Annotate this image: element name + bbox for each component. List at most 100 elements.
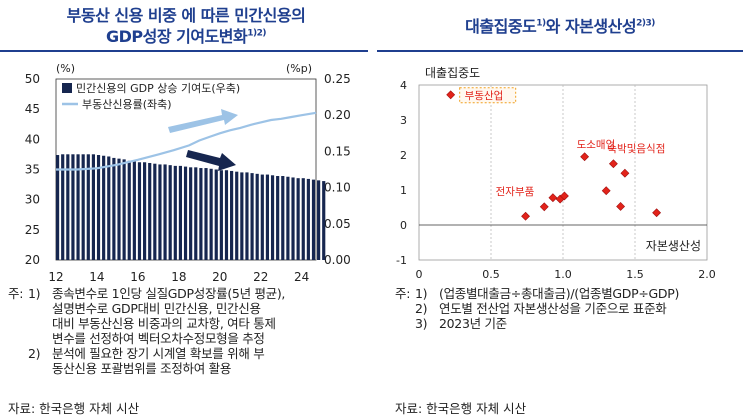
left-title-line1: 부동산 신용 비중 에 따른 민간신용의: [66, 6, 306, 25]
contribution-bar: [250, 173, 254, 260]
contribution-bar: [224, 170, 229, 260]
contribution-bar: [81, 154, 85, 260]
scatter-point: [560, 191, 569, 201]
y-axis-tick-label: 3: [400, 114, 407, 127]
note-line: 주: 1) (업종별대출금÷총대출금)/(업종별GDP÷GDP): [395, 286, 745, 301]
scatter-point-label: 도소매업: [577, 138, 616, 151]
note-text: 2023년 기준: [439, 316, 507, 331]
left-title-sup: 1)2): [247, 28, 267, 39]
scatter-point: [580, 152, 590, 162]
contribution-bar: [173, 165, 177, 260]
contribution-bar: [235, 171, 239, 260]
contribution-bar: [204, 168, 208, 260]
left-axis-tick-label: 25: [25, 223, 40, 237]
right-axis-tick-label: 0.00: [324, 253, 351, 267]
contribution-bar: [102, 155, 106, 260]
y-axis-tick-label: 0: [400, 219, 407, 232]
note-text: 변수를 선정하여 벡터오차수정모형을 추정: [52, 331, 265, 346]
right-title-text: 대출집중도: [465, 17, 537, 36]
x-axis-label: 자본생산성: [646, 239, 701, 253]
scatter-point: [608, 159, 618, 169]
contribution-bar: [306, 178, 310, 260]
contribution-bar: [178, 165, 183, 260]
legend-line-label: 부동산신용률(좌축): [82, 98, 172, 111]
right-title: 대출집중도1)와 자본생산성2)3): [375, 17, 745, 37]
scatter-point-label: 부동산업: [465, 89, 504, 102]
x-axis-tick-label: 22: [253, 270, 268, 284]
scatter-point: [620, 168, 630, 178]
left-axis-tick-label: 50: [25, 72, 40, 86]
right-panel: 대출집중도1)와 자본생산성2)3) -1 0 1 2 3 4 0 0.5 1.0 1.5 2.0 대…: [375, 0, 745, 420]
contribution-bar: [260, 174, 264, 260]
note-text: 연도별 전산업 자본생산성을 기준으로 표준화: [439, 301, 667, 316]
contribution-bar: [209, 168, 213, 260]
contribution-bar: [296, 178, 300, 260]
contribution-bar: [317, 180, 321, 260]
note-text: (업종별대출금÷총대출금)/(업종별GDP÷GDP): [439, 286, 680, 301]
left-title-text: GDP성장 기여도변화: [105, 27, 248, 46]
scatter-point: [601, 186, 611, 196]
contribution-bar: [148, 162, 152, 260]
y-axis-tick-label: 4: [400, 79, 407, 92]
contribution-bar: [265, 174, 270, 260]
contribution-bar: [153, 163, 157, 260]
real-estate-label-box: [459, 87, 517, 104]
contribution-bar: [276, 176, 280, 260]
scatter-point-label: 전자부품: [496, 186, 535, 198]
note-text: 대비 부동산신용 비중과의 교차항, 여타 통제: [52, 316, 276, 331]
left-chart: 20 25 30 35 40 45 50 0.00 0.05 0.10 0.15 0.20 0.25 (%…: [25, 62, 351, 284]
contribution-bar: [158, 164, 162, 260]
contribution-bar: [194, 167, 198, 260]
contribution-bar: [322, 181, 326, 260]
contribution-bar: [189, 167, 193, 260]
left-title-rule: [0, 50, 368, 52]
contribution-bar: [71, 154, 75, 260]
contribution-bar: [168, 165, 172, 260]
x-axis-tick-label: 18: [171, 270, 186, 284]
note-line: 주: 1) 종속변수로 1인당 실질GDP성장률(5년 평균),: [8, 286, 372, 301]
left-source: 자료: 한국은행 자체 시산: [8, 401, 140, 416]
left-axis-tick-label: 30: [25, 193, 40, 207]
x-axis-tick-label: 12: [48, 270, 63, 284]
legend-bar-swatch: [62, 83, 72, 93]
contribution-bar: [311, 179, 316, 260]
x-axis-tick-label: 0: [416, 268, 423, 281]
note-line: 2) 연도별 전산업 자본생산성을 기준으로 표준화: [395, 301, 745, 316]
note-line: 2) 분석에 필요한 장기 시계열 확보를 위해 부: [8, 346, 372, 361]
contribution-bar: [66, 154, 70, 260]
contribution-bar: [214, 169, 218, 260]
note-text: 설명변수로 GDP대비 민간신용, 민간신용: [52, 301, 261, 316]
note-line: 설명변수로 GDP대비 민간신용, 민간신용: [8, 301, 372, 316]
contribution-bar: [255, 173, 259, 260]
y-axis-tick-label: 2: [400, 149, 407, 162]
right-title-sup2: 2)3): [636, 18, 655, 29]
right-axis-tick-label: 0.05: [324, 217, 351, 231]
notes-lead: 주:: [395, 286, 411, 301]
left-axis-tick-label: 40: [25, 132, 40, 146]
left-axis-tick-label: 20: [25, 253, 40, 267]
notes-lead: 주:: [8, 286, 24, 301]
scatter-point: [548, 193, 558, 203]
x-axis-tick-label: 1.0: [554, 268, 572, 281]
note-number: 3): [415, 316, 428, 331]
scatter-point: [652, 208, 662, 218]
y-axis-tick-label: 1: [400, 184, 407, 197]
left-notes: 주: 1) 종속변수로 1인당 실질GDP성장률(5년 평균), 설명변수로 GDP대…: [8, 286, 372, 376]
note-number: 2): [28, 346, 41, 361]
right-axis-tick-label: 0.20: [324, 108, 351, 122]
contribution-bar: [122, 159, 126, 260]
contribution-bar: [127, 160, 131, 260]
contribution-bar: [183, 166, 188, 260]
x-axis-tick-label: 0.5: [482, 268, 500, 281]
note-number: 2): [415, 301, 428, 316]
x-axis-tick-label: 1.5: [626, 268, 644, 281]
y-axis-label: 대출집중도: [425, 66, 480, 80]
left-title-line2: GDP성장 기여도변화1)2): [0, 27, 372, 47]
right-axis-tick-label: 0.25: [324, 72, 351, 86]
contribution-bar: [96, 155, 101, 260]
note-text: 종속변수로 1인당 실질GDP성장률(5년 평균),: [52, 286, 286, 301]
note-text: 분석에 필요한 장기 시계열 확보를 위해 부: [52, 346, 265, 361]
right-axis-unit: (%p): [286, 62, 312, 75]
left-legend: 민간신용의 GDP 상승 기여도(우축) 부동산신용률(좌축): [62, 82, 240, 111]
left-axis-tick-label: 45: [25, 102, 40, 116]
